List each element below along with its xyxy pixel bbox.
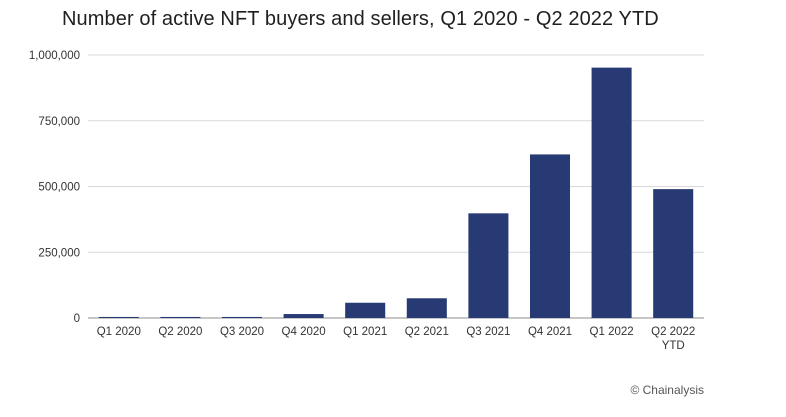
- source-credit: © Chainalysis: [630, 383, 704, 397]
- x-tick-label: Q4 2021: [528, 326, 572, 338]
- x-tick-label: Q4 2020: [282, 326, 326, 338]
- y-tick-label: 0: [74, 313, 80, 325]
- y-tick-label: 750,000: [38, 116, 80, 128]
- chart-title: Number of active NFT buyers and sellers,…: [62, 8, 659, 30]
- bar: [406, 298, 447, 318]
- x-tick-label: Q1 2020: [97, 326, 141, 338]
- bar: [591, 67, 632, 319]
- bar: [160, 316, 201, 318]
- y-tick-label: 1,000,000: [29, 50, 80, 62]
- x-tick-label: Q1 2022: [590, 326, 634, 338]
- x-tick-label: Q2 2020: [158, 326, 202, 338]
- x-tick-label: Q1 2021: [343, 326, 387, 338]
- bar: [221, 316, 263, 318]
- x-tick-label: Q2 2022 YTD: [651, 326, 695, 352]
- bar: [529, 154, 571, 318]
- bar: [345, 302, 386, 318]
- x-tick-label: Q2 2021: [405, 326, 449, 338]
- y-tick-label: 500,000: [38, 182, 80, 194]
- x-tick-label: Q3 2020: [220, 326, 264, 338]
- y-tick-label: 250,000: [38, 247, 80, 259]
- bar: [98, 316, 139, 318]
- x-tick-label: Q3 2021: [466, 326, 510, 338]
- bar: [283, 314, 324, 318]
- bar: [653, 189, 694, 318]
- bar: [468, 213, 509, 318]
